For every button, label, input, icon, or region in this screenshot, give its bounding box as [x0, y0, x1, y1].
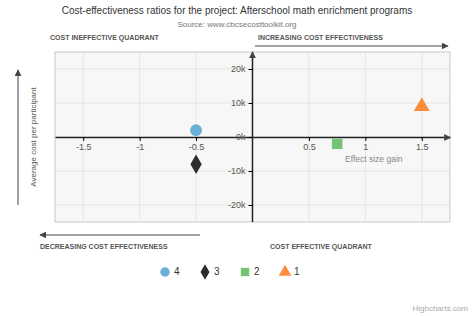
grid: [55, 52, 450, 222]
point: [332, 139, 342, 149]
point: [190, 154, 201, 174]
legend-label: 4: [174, 266, 180, 277]
legend-label: 1: [294, 266, 300, 277]
legend-label: 3: [214, 266, 220, 277]
chart: Cost-effectiveness ratios for the projec…: [0, 0, 474, 316]
annotation: COST INEFFECTIVE QUADRANT: [50, 34, 160, 42]
direction-arrows: [18, 46, 448, 235]
legend-symbol: [241, 268, 249, 276]
legend-label: 2: [254, 266, 260, 277]
legend-item: 2: [241, 266, 260, 277]
direction-arrow: [255, 46, 448, 47]
x-tick: 0.5: [303, 137, 316, 152]
point: [190, 124, 202, 136]
legend-item: 4: [160, 266, 180, 277]
annotation: DECREASING COST EFFECTIVENESS: [40, 243, 168, 250]
legend-symbol: [279, 265, 292, 276]
title: Cost-effectiveness ratios for the projec…: [62, 5, 413, 16]
direction-arrow: [40, 235, 200, 236]
y-tick: 0k: [236, 132, 253, 142]
legend-item: 1: [279, 265, 300, 277]
legend-item: 3: [201, 264, 220, 280]
annotation: INCREASING COST EFFECTIVENESS: [258, 34, 383, 41]
x-tick: -0.5: [189, 137, 205, 152]
x-tick-label: -1.5: [76, 142, 92, 152]
x-tick-mark: [309, 137, 310, 141]
points: [190, 97, 430, 174]
direction-arrow: [18, 70, 19, 205]
x-tick-label: -1: [136, 142, 144, 152]
y-tick-mark: [249, 69, 253, 70]
annotation: COST EFFECTIVE QUADRANT: [270, 243, 373, 251]
y-tick-label: 0k: [236, 132, 246, 142]
y-tick-mark: [249, 137, 253, 138]
x-tick-label: -0.5: [189, 142, 205, 152]
legend-symbol: [201, 264, 210, 280]
y-tick: 10k: [231, 98, 253, 108]
plot-area: [55, 52, 450, 222]
point: [414, 97, 430, 111]
y-tick: -10k: [228, 166, 253, 176]
y-tick-mark: [249, 103, 253, 104]
x-tick: 1: [363, 137, 368, 152]
x-tick-mark: [83, 137, 84, 141]
x-tick: -1: [136, 137, 144, 152]
x-tick: 1.5: [416, 137, 429, 152]
y-axis-title: Average cost per participant: [29, 86, 38, 186]
x-tick-label: 0.5: [303, 142, 316, 152]
subtitle: Source: www.cbcsecosttoolkit.org: [177, 20, 296, 29]
x-tick-label: 1.5: [416, 142, 429, 152]
x-tick-label: 1: [363, 142, 368, 152]
y-tick: -20k: [228, 200, 253, 210]
legend: 4 3 2 1: [160, 264, 300, 280]
annotations: Effect size gain COST INEFFECTIVE QUADRAN…: [40, 34, 468, 313]
y-axis: -20k -10k 0k 10k 20k: [228, 52, 253, 222]
annotation: Effect size gain: [345, 154, 403, 164]
y-tick: 20k: [231, 64, 253, 74]
annotation: Highcharts.com: [412, 304, 468, 313]
legend-symbol: [160, 267, 169, 276]
y-tick-mark: [249, 205, 253, 206]
x-tick-mark: [365, 137, 366, 141]
x-tick-mark: [140, 137, 141, 141]
y-tick-label: -20k: [228, 200, 246, 210]
y-tick-label: -10k: [228, 166, 246, 176]
x-tick-mark: [196, 137, 197, 141]
y-tick-label: 20k: [231, 64, 246, 74]
x-tick: -1.5: [76, 137, 92, 152]
y-tick-label: 10k: [231, 98, 246, 108]
x-tick-mark: [422, 137, 423, 141]
y-tick-mark: [249, 171, 253, 172]
